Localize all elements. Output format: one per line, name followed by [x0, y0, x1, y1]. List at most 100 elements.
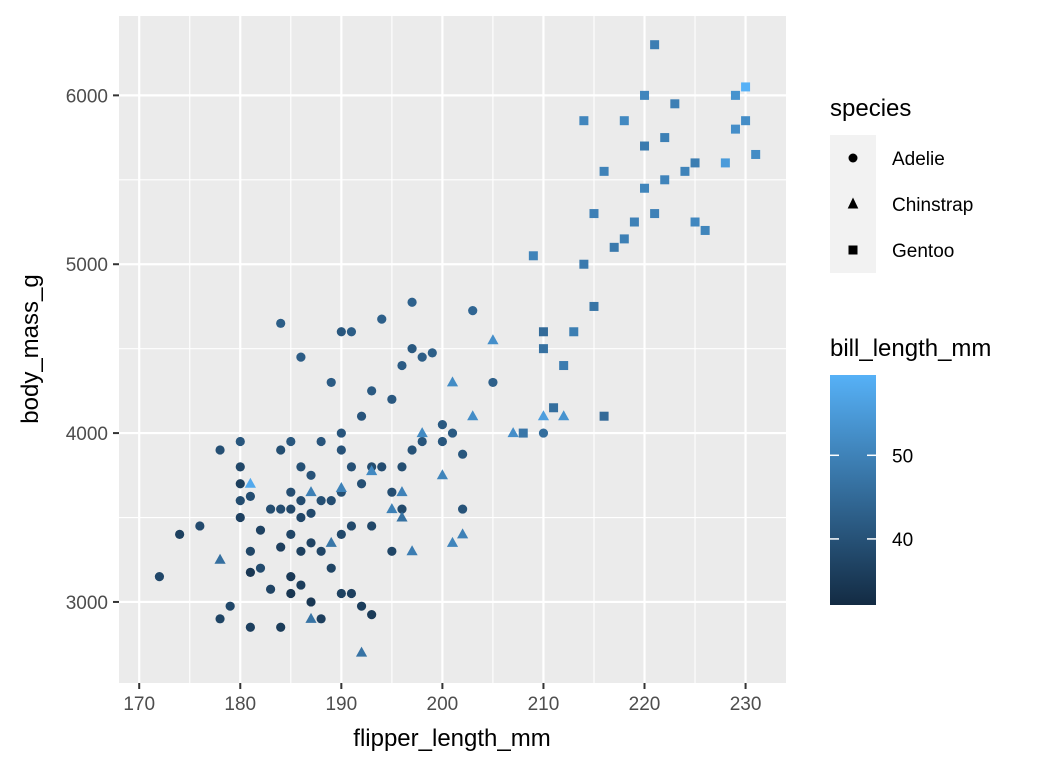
y-tick-label: 3000 [66, 593, 108, 614]
point-chinstrap [457, 528, 469, 539]
colorbar-tick-label: 40 [892, 530, 913, 551]
point-adelie [276, 504, 286, 514]
point-chinstrap [467, 410, 479, 421]
x-tick-label: 230 [730, 694, 762, 715]
point-gentoo [629, 217, 639, 227]
point-gentoo [579, 259, 589, 269]
point-gentoo [640, 183, 650, 193]
point-adelie [255, 563, 266, 573]
data-points [154, 40, 761, 657]
point-chinstrap [436, 469, 448, 480]
point-adelie [286, 487, 296, 497]
point-adelie [387, 546, 397, 556]
point-adelie [387, 394, 397, 404]
point-adelie [437, 436, 447, 447]
point-adelie [326, 496, 336, 506]
colorbar [830, 375, 876, 605]
point-gentoo [538, 344, 548, 354]
point-gentoo [589, 209, 599, 219]
point-adelie [296, 462, 306, 472]
point-adelie [387, 487, 397, 497]
point-adelie [286, 436, 296, 447]
point-chinstrap [396, 486, 408, 497]
point-gentoo [690, 158, 700, 168]
point-gentoo [619, 234, 629, 244]
point-gentoo [690, 217, 700, 227]
point-adelie [255, 525, 266, 535]
x-tick-label: 210 [528, 694, 560, 715]
point-gentoo [751, 149, 761, 159]
point-adelie [397, 360, 407, 371]
point-adelie [407, 344, 417, 354]
point-adelie [336, 428, 346, 438]
point-adelie [447, 428, 458, 438]
point-adelie [458, 504, 468, 514]
x-axis-title: flipper_length_mm [353, 725, 550, 752]
plot-panel [119, 16, 786, 683]
point-adelie [195, 521, 205, 531]
point-adelie [458, 449, 468, 459]
point-gentoo [730, 90, 740, 100]
species-legend-title: species [830, 95, 911, 122]
point-gentoo [518, 428, 528, 438]
point-adelie [245, 546, 255, 556]
point-adelie [245, 622, 255, 632]
point-adelie [235, 512, 245, 523]
point-adelie [276, 318, 286, 328]
point-adelie [417, 352, 427, 362]
point-adelie [286, 504, 296, 514]
point-adelie [276, 542, 286, 552]
species-legend: species Adelie Chinstrap Gentoo [830, 95, 973, 273]
point-chinstrap [416, 427, 428, 438]
point-adelie [296, 496, 306, 506]
point-adelie [356, 601, 367, 611]
point-chinstrap [305, 612, 317, 623]
point-adelie [306, 508, 316, 518]
point-gentoo [741, 82, 751, 92]
point-adelie [367, 521, 377, 531]
point-adelie [346, 462, 357, 472]
point-adelie [306, 470, 316, 480]
point-adelie [215, 614, 225, 624]
y-tick-label: 4000 [66, 424, 108, 445]
point-chinstrap [446, 376, 459, 387]
point-adelie [427, 348, 437, 358]
point-chinstrap [558, 410, 570, 421]
point-gentoo [650, 40, 660, 50]
point-adelie [265, 504, 276, 514]
legend-label-gentoo: Gentoo [892, 241, 954, 262]
legend-triangle-icon [847, 197, 859, 209]
point-adelie [265, 584, 276, 594]
point-chinstrap [244, 477, 256, 488]
point-gentoo [670, 99, 680, 109]
point-adelie [468, 306, 478, 316]
point-chinstrap [335, 481, 347, 492]
point-adelie [346, 588, 357, 599]
point-adelie [306, 597, 316, 607]
point-gentoo [528, 251, 538, 261]
point-adelie [286, 572, 296, 582]
point-gentoo [660, 133, 670, 143]
point-gentoo [680, 166, 690, 176]
point-chinstrap [507, 427, 519, 438]
point-adelie [356, 411, 367, 421]
point-gentoo [640, 90, 650, 100]
point-chinstrap [406, 545, 418, 556]
point-adelie [488, 377, 498, 388]
legend-label-adelie: Adelie [892, 149, 945, 170]
point-adelie [407, 297, 417, 307]
point-gentoo [619, 116, 629, 126]
colorbar-ticks: 40 50 [830, 446, 913, 551]
point-chinstrap [366, 465, 378, 476]
point-adelie [397, 462, 407, 472]
point-adelie [245, 567, 255, 577]
point-adelie [296, 546, 306, 556]
point-gentoo [700, 225, 710, 235]
point-adelie [346, 327, 357, 337]
x-tick-label: 220 [629, 694, 661, 715]
point-adelie [417, 436, 427, 447]
point-adelie [356, 479, 367, 489]
point-gentoo [730, 124, 740, 134]
